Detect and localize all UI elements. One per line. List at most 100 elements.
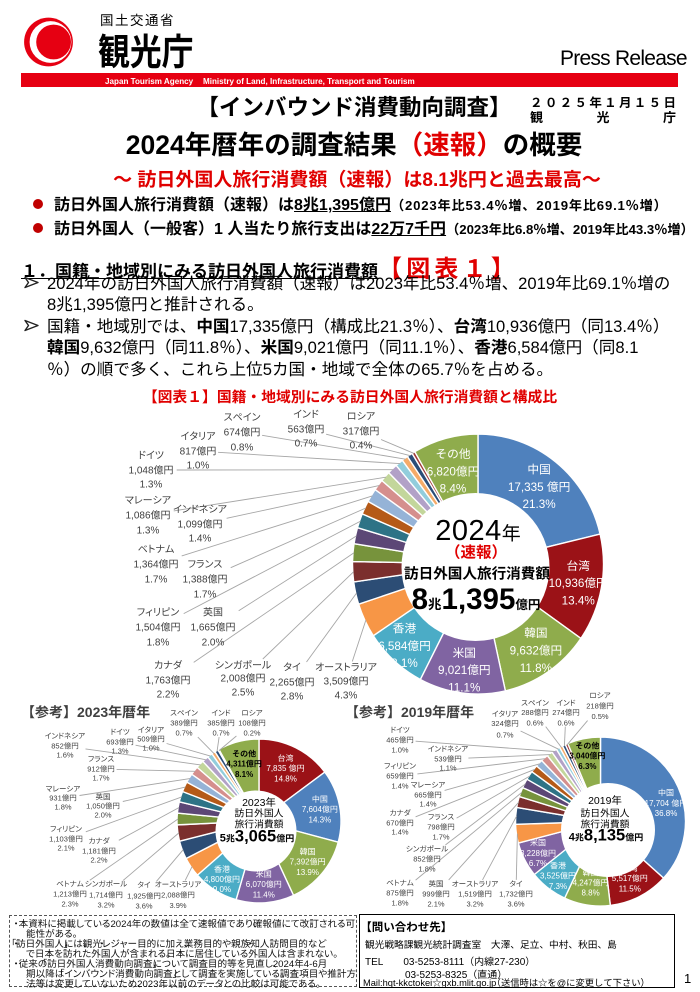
- svg-text:798億円: 798億円: [427, 822, 455, 833]
- svg-text:訪日外国人: 訪日外国人: [235, 806, 284, 820]
- svg-text:インド: インド: [556, 698, 576, 709]
- svg-text:フランス: フランス: [428, 812, 454, 823]
- svg-text:フィリピン: フィリピン: [384, 761, 416, 772]
- svg-text:912億円: 912億円: [87, 764, 115, 775]
- svg-text:インド: インド: [293, 406, 319, 421]
- svg-text:0.8%: 0.8%: [231, 439, 254, 454]
- svg-text:13.9%: 13.9%: [296, 867, 319, 878]
- svg-text:カナダ: カナダ: [88, 836, 110, 847]
- svg-text:2,008億円: 2,008億円: [220, 670, 265, 685]
- svg-text:6,070億円: 6,070億円: [246, 879, 282, 890]
- svg-text:3,228億円: 3,228億円: [520, 848, 556, 859]
- svg-text:1.3%: 1.3%: [111, 746, 128, 757]
- svg-text:1.4%: 1.4%: [419, 799, 436, 810]
- svg-text:米国: 米国: [453, 644, 476, 661]
- svg-text:1,181億円: 1,181億円: [82, 846, 116, 857]
- svg-text:2.3%: 2.3%: [61, 899, 78, 910]
- svg-text:フランス: フランス: [88, 754, 114, 765]
- svg-text:11.8%: 11.8%: [520, 659, 552, 676]
- svg-text:1.4%: 1.4%: [391, 781, 408, 792]
- svg-text:1,665億円: 1,665億円: [190, 619, 235, 634]
- svg-text:8.8%: 8.8%: [581, 888, 599, 899]
- svg-text:5兆3,065億円: 5兆3,065億円: [220, 823, 294, 847]
- svg-text:1.0%: 1.0%: [142, 743, 159, 754]
- svg-text:9.0%: 9.0%: [213, 884, 231, 895]
- svg-text:韓国: 韓国: [524, 624, 547, 641]
- svg-text:2.0%: 2.0%: [202, 634, 225, 649]
- svg-text:インド: インド: [211, 708, 231, 719]
- svg-text:3.6%: 3.6%: [507, 899, 524, 910]
- svg-text:1,925億円: 1,925億円: [127, 891, 161, 902]
- svg-text:インドネシア: インドネシア: [173, 501, 227, 516]
- svg-text:ロシア: ロシア: [241, 708, 262, 719]
- svg-text:シンガポール: シンガポール: [215, 657, 272, 672]
- svg-text:324億円: 324億円: [491, 718, 519, 729]
- svg-text:385億円: 385億円: [207, 718, 235, 729]
- svg-text:1,103億円: 1,103億円: [49, 834, 83, 845]
- svg-text:7,835 億円: 7,835 億円: [266, 763, 304, 774]
- svg-text:3,509億円: 3,509億円: [323, 673, 368, 688]
- svg-text:タイ: タイ: [137, 880, 151, 891]
- svg-text:11.4%: 11.4%: [253, 889, 275, 900]
- svg-text:875億円: 875億円: [386, 888, 414, 899]
- svg-text:シンガポール: シンガポール: [85, 879, 128, 890]
- svg-text:17,335 億円: 17,335 億円: [508, 478, 570, 495]
- svg-text:1.3%: 1.3%: [140, 476, 163, 491]
- svg-text:4,311億円: 4,311億円: [226, 759, 262, 770]
- svg-text:3.2%: 3.2%: [466, 899, 483, 910]
- svg-text:ロシア: ロシア: [589, 690, 610, 701]
- svg-text:21.3%: 21.3%: [523, 495, 556, 512]
- svg-text:317億円: 317億円: [343, 423, 380, 438]
- svg-text:509億円: 509億円: [137, 734, 165, 745]
- svg-text:2.2%: 2.2%: [90, 855, 107, 866]
- svg-text:563億円: 563億円: [288, 421, 325, 436]
- svg-text:8.1%: 8.1%: [235, 769, 253, 780]
- svg-text:ベトナム: ベトナム: [138, 541, 175, 556]
- svg-text:274億円: 274億円: [552, 707, 580, 718]
- svg-text:訪日外国人: 訪日外国人: [581, 806, 630, 820]
- svg-text:13.4%: 13.4%: [562, 592, 595, 609]
- svg-text:ベトナム: ベトナム: [386, 878, 414, 889]
- svg-text:2.8%: 2.8%: [281, 688, 304, 703]
- svg-text:9,021億円: 9,021億円: [438, 661, 491, 678]
- svg-text:0.5%: 0.5%: [591, 711, 608, 722]
- svg-text:その他: その他: [232, 749, 256, 760]
- svg-text:6,584億円: 6,584億円: [378, 637, 431, 654]
- svg-text:1.7%: 1.7%: [92, 773, 109, 784]
- svg-text:1.0%: 1.0%: [187, 457, 210, 472]
- svg-text:7.3%: 7.3%: [549, 881, 567, 892]
- svg-text:8.1%: 8.1%: [391, 654, 418, 671]
- svg-text:4兆8,135億円: 4兆8,135億円: [569, 822, 643, 846]
- svg-text:539億円: 539億円: [434, 754, 462, 765]
- svg-text:8.4%: 8.4%: [440, 480, 467, 497]
- svg-text:台湾: 台湾: [622, 863, 638, 874]
- svg-text:1,519億円: 1,519億円: [458, 889, 492, 900]
- svg-text:1.1%: 1.1%: [439, 763, 456, 774]
- svg-text:2,088億円: 2,088億円: [161, 890, 195, 901]
- svg-text:931億円: 931億円: [49, 793, 77, 804]
- svg-text:389億円: 389億円: [170, 718, 198, 729]
- svg-text:6,820億円: 6,820億円: [427, 462, 480, 479]
- svg-text:ベトナム: ベトナム: [56, 879, 84, 890]
- svg-text:4,800億円: 4,800億円: [204, 874, 240, 885]
- svg-text:1,050億円: 1,050億円: [86, 801, 120, 812]
- svg-text:17,704 億円: 17,704 億円: [645, 798, 688, 809]
- svg-text:7,604億円: 7,604億円: [302, 804, 338, 815]
- svg-text:1.8%: 1.8%: [391, 898, 408, 909]
- svg-text:8兆1,395億円: 8兆1,395億円: [412, 576, 541, 618]
- svg-text:3,525億円: 3,525億円: [540, 871, 576, 882]
- svg-text:イタリア: イタリア: [180, 428, 216, 443]
- svg-text:218億円: 218億円: [586, 701, 614, 712]
- svg-text:0.7%: 0.7%: [175, 728, 192, 739]
- svg-text:0.2%: 0.2%: [243, 728, 260, 739]
- svg-text:0.4%: 0.4%: [350, 437, 373, 452]
- svg-text:14.8%: 14.8%: [274, 773, 297, 784]
- svg-text:674億円: 674億円: [224, 424, 261, 439]
- svg-text:7,392億円: 7,392億円: [290, 857, 326, 868]
- svg-text:9,632億円: 9,632億円: [510, 642, 563, 659]
- svg-text:3.6%: 3.6%: [135, 901, 152, 912]
- svg-text:2.1%: 2.1%: [427, 899, 444, 910]
- svg-text:香港: 香港: [550, 860, 566, 871]
- svg-text:465億円: 465億円: [386, 735, 414, 746]
- svg-text:フィリピン: フィリピン: [137, 604, 180, 619]
